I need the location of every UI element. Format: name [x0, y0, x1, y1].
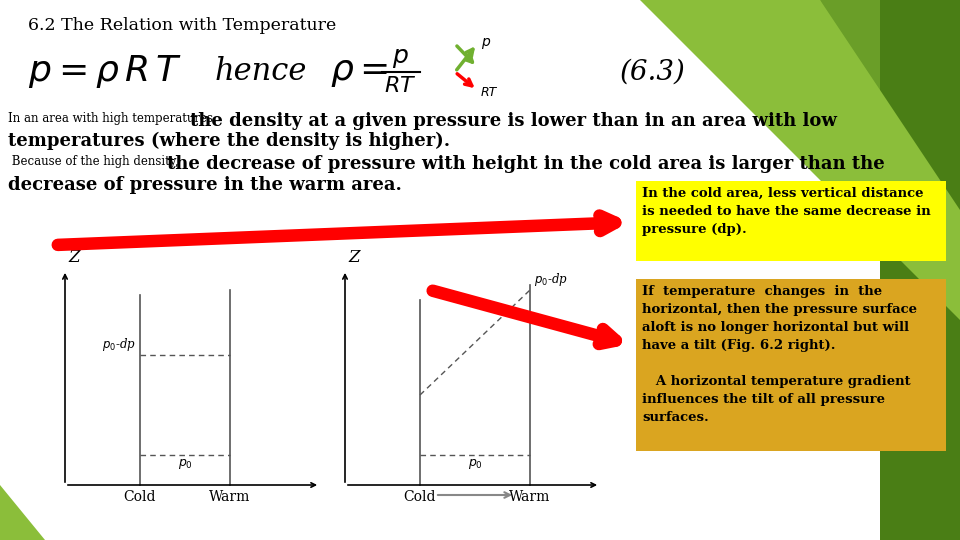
Text: $\rho=$: $\rho=$ [330, 55, 389, 89]
Text: the density at a given pressure is lower than in an area with low: the density at a given pressure is lower… [190, 112, 837, 130]
Polygon shape [700, 0, 960, 220]
Text: Warm: Warm [510, 490, 551, 504]
Text: Cold: Cold [404, 490, 436, 504]
Text: 6.2 The Relation with Temperature: 6.2 The Relation with Temperature [28, 17, 336, 34]
Text: (6.3): (6.3) [620, 58, 685, 85]
Text: If  temperature  changes  in  the
horizontal, then the pressure surface
aloft is: If temperature changes in the horizontal… [642, 285, 917, 424]
Text: Cold: Cold [124, 490, 156, 504]
Text: In the cold area, less vertical distance
is needed to have the same decrease in
: In the cold area, less vertical distance… [642, 187, 931, 236]
Text: decrease of pressure in the warm area.: decrease of pressure in the warm area. [8, 176, 402, 194]
Text: $p_0$-dp: $p_0$-dp [102, 336, 136, 353]
Text: $p_0$-dp: $p_0$-dp [534, 271, 567, 288]
Text: RT: RT [481, 85, 497, 98]
Text: Z: Z [348, 249, 359, 266]
Text: hence: hence [215, 57, 307, 87]
Text: $p_0$: $p_0$ [178, 457, 193, 471]
Text: $p_0$: $p_0$ [468, 457, 483, 471]
Polygon shape [0, 485, 45, 540]
Text: temperatures (where the density is higher).: temperatures (where the density is highe… [8, 132, 450, 150]
Polygon shape [640, 0, 960, 320]
Polygon shape [880, 0, 960, 540]
Text: the decrease of pressure with height in the cold area is larger than the: the decrease of pressure with height in … [167, 155, 885, 173]
FancyBboxPatch shape [636, 279, 946, 451]
Text: In an area with high temperatures,: In an area with high temperatures, [8, 112, 217, 125]
Text: Because of the high density,: Because of the high density, [8, 155, 179, 168]
Text: $RT$: $RT$ [384, 75, 417, 97]
Text: Z: Z [68, 249, 80, 266]
Polygon shape [820, 0, 960, 320]
Text: p: p [481, 35, 490, 49]
Text: $p = \rho\,R\,T$: $p = \rho\,R\,T$ [28, 53, 181, 91]
Text: Warm: Warm [209, 490, 251, 504]
FancyBboxPatch shape [636, 181, 946, 261]
Text: $p$: $p$ [392, 46, 408, 70]
